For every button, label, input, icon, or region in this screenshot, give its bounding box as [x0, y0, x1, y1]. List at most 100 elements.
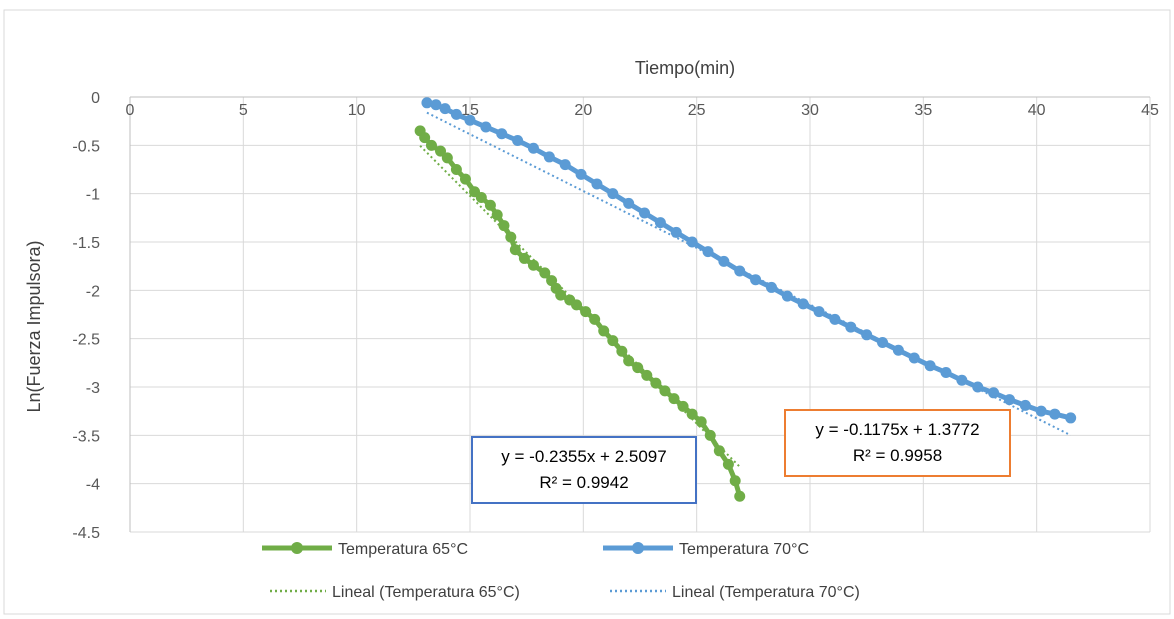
x-tick-label: 20: [574, 102, 592, 119]
x-tick-label: 45: [1141, 102, 1159, 119]
y-tick-label: -3.5: [72, 428, 100, 445]
data-point: [527, 142, 539, 154]
data-point: [591, 178, 603, 190]
x-tick-label: 25: [688, 102, 706, 119]
data-point: [781, 290, 793, 302]
series-temperatura-70: [421, 97, 1077, 437]
tick-labels: 0 5 10 15 20 25 30 35 40 45 0 -0.5 -1 -1.5 -2 -2.5 -3 -3.…: [72, 90, 1159, 542]
data-point: [480, 121, 492, 133]
plot-marks: [414, 97, 1077, 502]
data-point: [670, 226, 682, 238]
data-point: [713, 445, 725, 457]
x-tick-label: 10: [348, 102, 366, 119]
data-point: [512, 135, 524, 146]
x-axis-title: Tiempo(min): [635, 58, 735, 78]
data-point: [829, 313, 841, 325]
data-point: [441, 152, 453, 164]
data-point: [702, 246, 714, 258]
data-point: [580, 306, 592, 318]
data-point: [498, 220, 510, 232]
data-point: [623, 355, 635, 367]
data-point: [641, 369, 653, 381]
data-point: [450, 108, 462, 120]
data-point: [616, 345, 628, 357]
trendline: [426, 111, 1072, 437]
data-point: [491, 209, 503, 221]
data-point: [425, 139, 437, 151]
data-point: [686, 408, 698, 420]
series-temperatura-65: [414, 125, 746, 502]
data-point: [607, 335, 619, 347]
data-point: [813, 306, 825, 318]
y-tick-label: -4.5: [72, 525, 100, 542]
data-point: [734, 490, 746, 502]
data-point: [475, 192, 487, 204]
y-tick-label: -0.5: [72, 138, 100, 155]
data-point: [1003, 394, 1015, 406]
equation-box-border: [784, 409, 1011, 477]
data-point: [718, 255, 730, 267]
r-squared-text: R² = 0.9942: [539, 473, 628, 492]
data-point: [650, 377, 662, 389]
data-point: [765, 281, 777, 293]
legend-label: Temperatura 65°C: [338, 541, 468, 558]
data-point: [450, 164, 462, 175]
data-point: [695, 416, 707, 428]
data-point: [527, 259, 539, 271]
x-tick-label: 40: [1028, 102, 1046, 119]
x-tick-label: 30: [801, 102, 819, 119]
legend-item-temperatura-65[interactable]: Temperatura 65°C: [262, 541, 468, 558]
data-point: [750, 274, 762, 286]
y-tick-label: 0: [91, 90, 100, 107]
y-tick-label: -1: [86, 187, 100, 204]
y-tick-label: -2: [86, 283, 100, 300]
legend-item-temperatura-70[interactable]: Temperatura 70°C: [603, 541, 809, 558]
data-point: [559, 159, 571, 171]
trendline: [419, 145, 741, 468]
data-point: [518, 252, 530, 264]
data-point: [686, 236, 698, 248]
data-point: [704, 429, 716, 441]
data-point: [845, 321, 857, 333]
y-tick-label: -4: [86, 477, 100, 494]
data-point: [677, 400, 689, 412]
y-tick-label: -2.5: [72, 332, 100, 349]
y-tick-label: -1.5: [72, 235, 100, 252]
r-squared-text: R² = 0.9958: [853, 446, 942, 465]
y-tick-label: -3: [86, 380, 100, 397]
data-point: [555, 289, 567, 301]
data-point: [589, 313, 601, 325]
data-point: [1019, 399, 1031, 411]
data-point: [571, 299, 583, 311]
data-point: [892, 344, 904, 356]
legend[interactable]: Temperatura 65°C Temperatura 70°C Lineal (…: [262, 541, 860, 601]
data-point: [439, 103, 451, 115]
data-point: [575, 168, 587, 180]
data-point: [924, 360, 936, 372]
legend-label: Lineal (Temperatura 70°C): [672, 584, 860, 601]
data-point: [459, 173, 471, 185]
data-point: [797, 298, 809, 310]
data-point: [1035, 405, 1047, 417]
data-point: [496, 128, 508, 140]
data-point: [988, 387, 1000, 399]
data-point: [539, 267, 551, 279]
trendline-equation-box: y = -0.2355x + 2.5097 R² = 0.9942: [471, 436, 697, 504]
x-tick-label: 0: [126, 102, 135, 119]
data-point: [607, 188, 619, 200]
legend-item-lineal-65[interactable]: Lineal (Temperatura 65°C): [270, 584, 520, 601]
data-point: [509, 244, 521, 256]
data-point: [623, 197, 635, 209]
x-tick-label: 15: [461, 102, 479, 119]
data-point: [430, 99, 442, 111]
equation-box-border: [471, 436, 697, 504]
data-point: [435, 145, 447, 157]
data-point: [505, 231, 517, 243]
x-tick-label: 5: [239, 102, 248, 119]
data-point: [654, 217, 666, 229]
legend-item-lineal-70[interactable]: Lineal (Temperatura 70°C): [610, 584, 860, 601]
data-point: [1065, 412, 1077, 424]
equation-text: y = -0.2355x + 2.5097: [501, 447, 666, 466]
data-point: [861, 329, 873, 341]
data-point: [972, 381, 984, 393]
